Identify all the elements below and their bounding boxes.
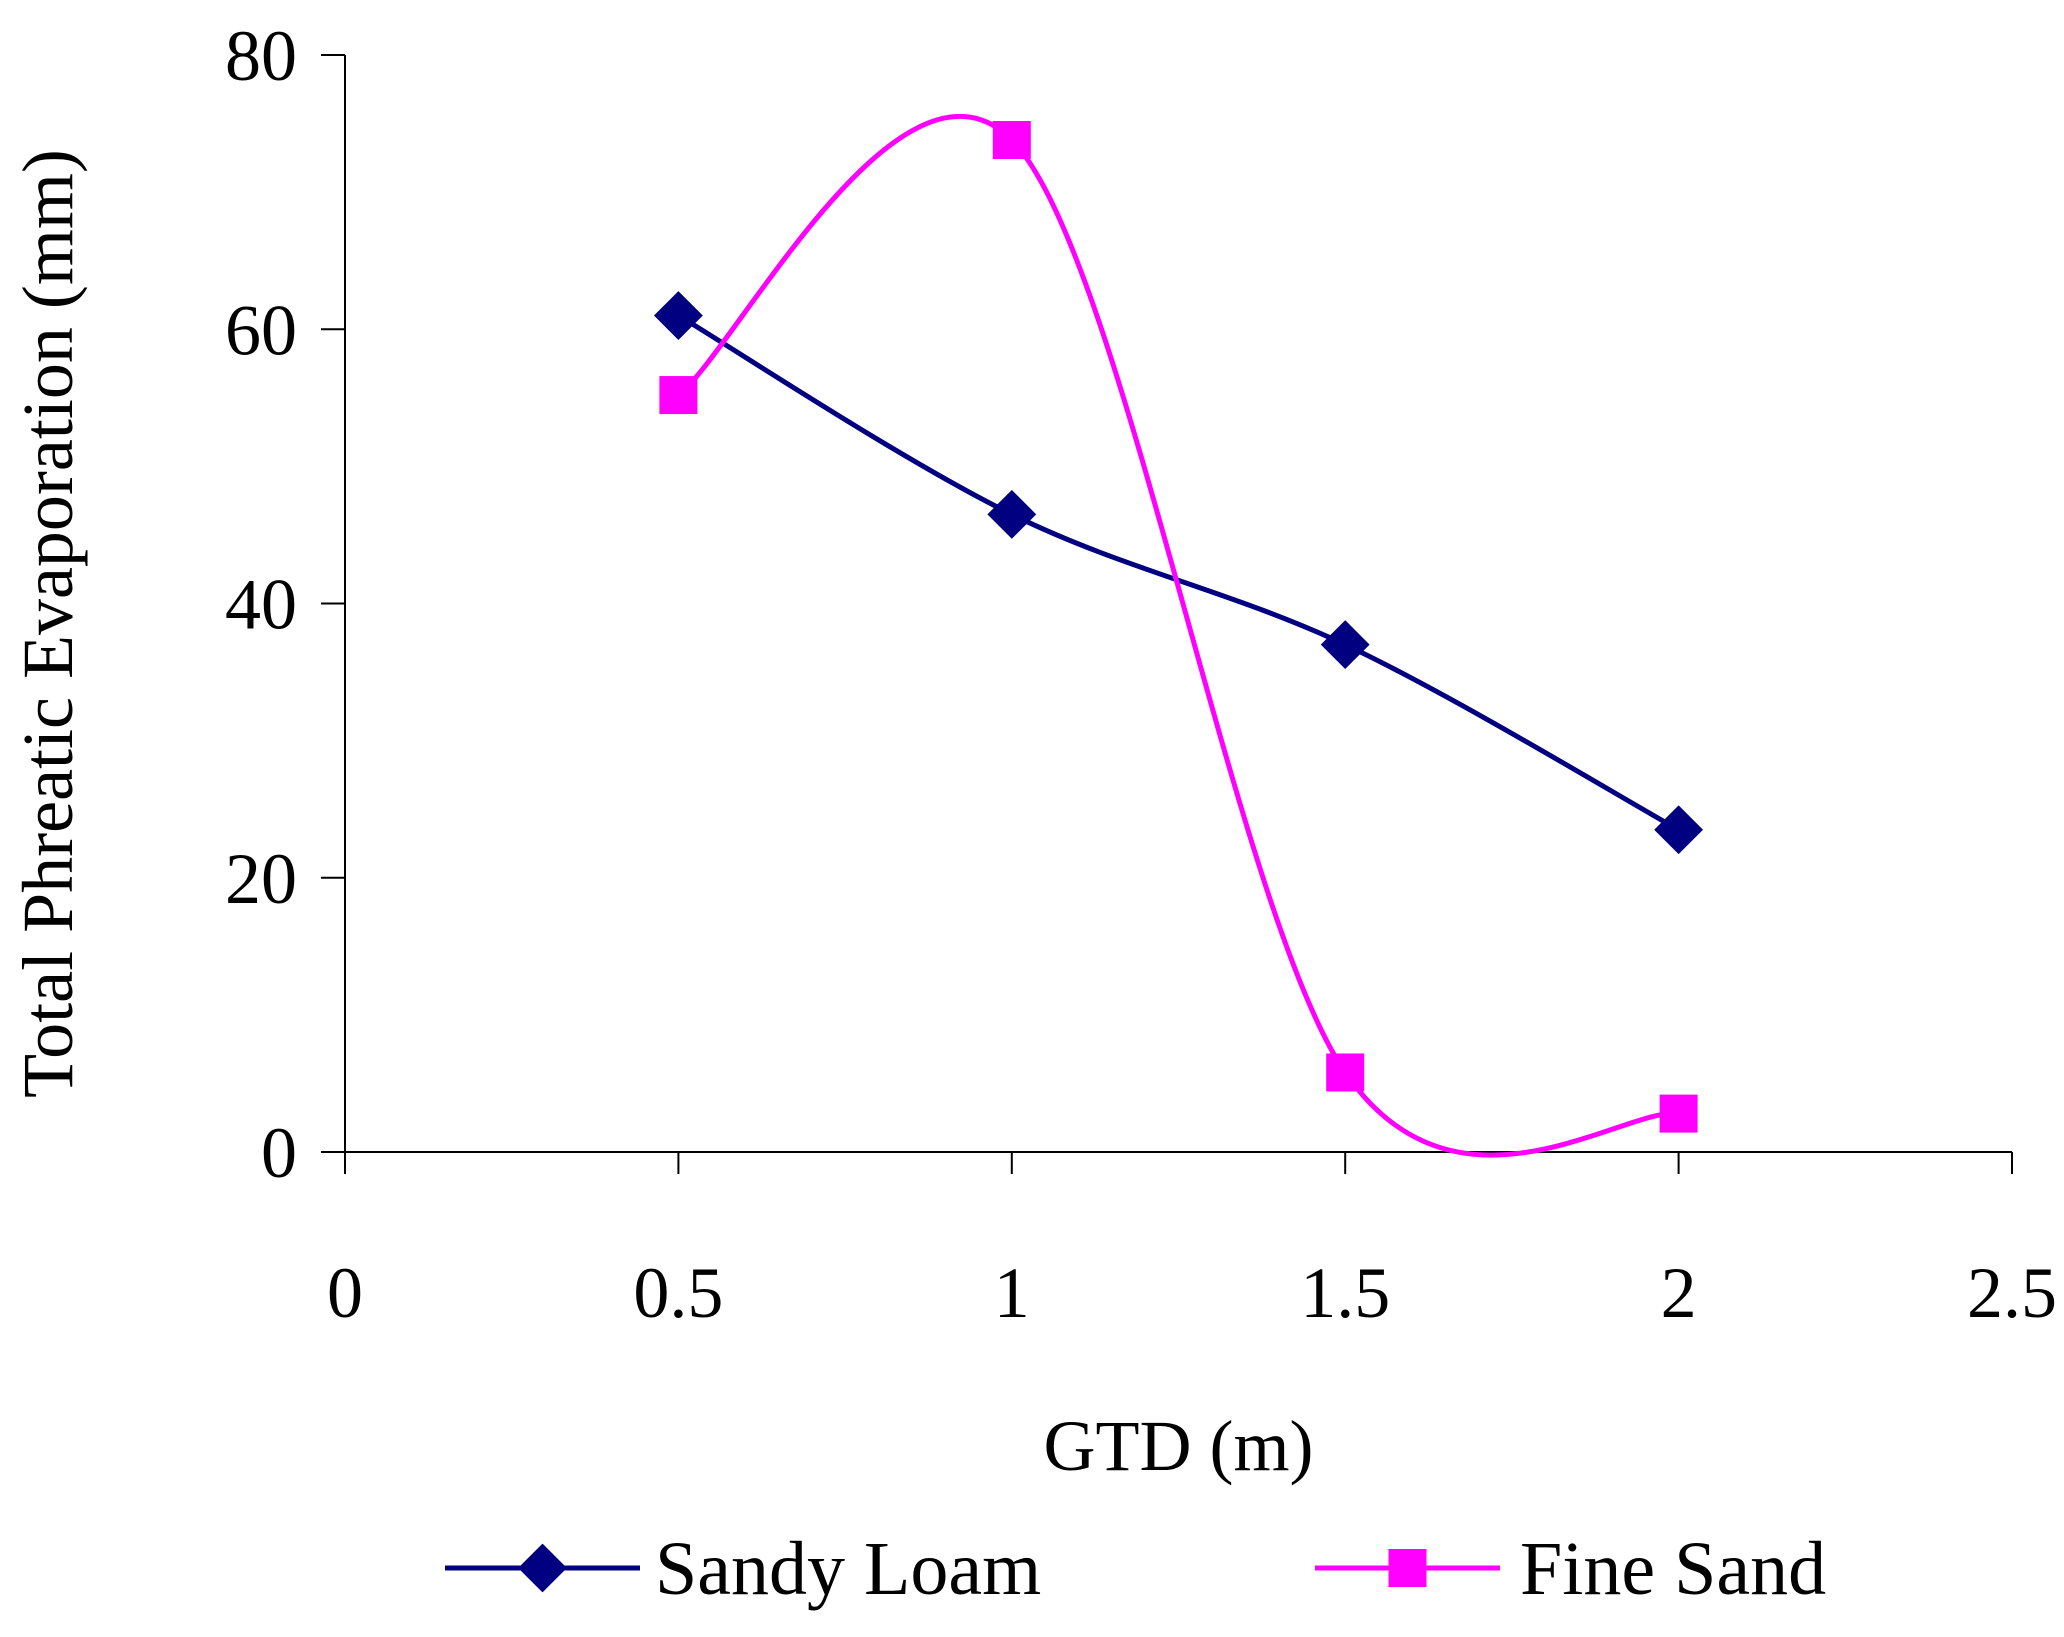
data-point-fine-sand xyxy=(992,121,1031,160)
legend-item-sandy-loam: Sandy Loam xyxy=(445,1527,1041,1611)
legend-label: Fine Sand xyxy=(1520,1527,1826,1611)
x-tick-label: 0.5 xyxy=(633,1253,723,1333)
series-fine-sand xyxy=(659,114,1698,1158)
x-axis-title: GTD (m) xyxy=(1044,1406,1314,1486)
data-point-sandy-loam xyxy=(1320,620,1370,670)
series-line-fine-sand xyxy=(676,114,1679,1158)
data-point-fine-sand xyxy=(1326,1053,1365,1092)
legend-label: Sandy Loam xyxy=(655,1527,1041,1611)
series-line-sandy-loam xyxy=(677,313,1680,832)
data-point-fine-sand xyxy=(659,376,698,415)
x-tick-label: 2.5 xyxy=(1967,1253,2057,1333)
data-point-fine-sand xyxy=(1659,1094,1698,1133)
y-tick-label: 20 xyxy=(225,839,297,919)
data-point-sandy-loam xyxy=(1654,805,1704,855)
y-axis-title: Total Phreatic Evaporation (mm) xyxy=(8,149,88,1098)
y-tick-label: 40 xyxy=(225,565,297,645)
x-tick-label: 1 xyxy=(994,1253,1030,1333)
y-tick-label: 80 xyxy=(225,16,297,96)
data-point-sandy-loam xyxy=(987,489,1037,539)
legend: Sandy Loam Fine Sand xyxy=(445,1527,1826,1611)
legend-marker xyxy=(1388,1549,1427,1587)
tick-labels: 0 20 40 60 80 0 0.5 1 1.5 2 2.5 xyxy=(225,16,2057,1333)
x-tick-label: 2 xyxy=(1661,1253,1697,1333)
x-tick-label: 0 xyxy=(327,1253,363,1333)
x-tick-label: 1.5 xyxy=(1300,1253,1390,1333)
legend-item-fine-sand: Fine Sand xyxy=(1315,1527,1826,1611)
data-point-sandy-loam xyxy=(653,291,703,340)
series-group xyxy=(653,114,1704,1158)
series-sandy-loam xyxy=(653,291,1704,855)
legend-marker xyxy=(518,1543,567,1593)
y-tick-label: 60 xyxy=(225,290,297,370)
axes xyxy=(321,54,2013,1174)
y-tick-label: 0 xyxy=(261,1113,297,1193)
